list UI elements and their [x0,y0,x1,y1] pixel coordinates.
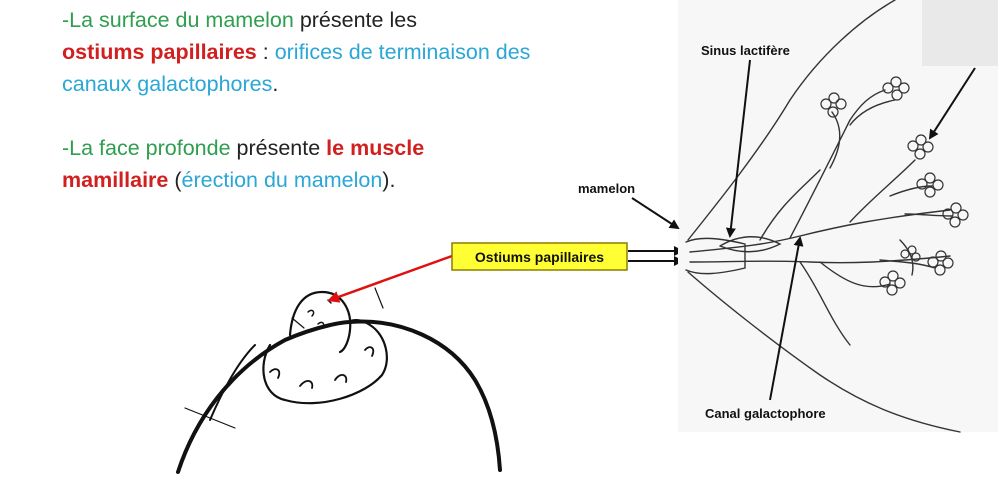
lobule-8 [900,245,921,262]
branch-3 [849,99,896,126]
nipple-shape [685,237,746,275]
lobule-6 [927,250,954,276]
ostiums-definition: orifices de terminaison des canaux galac… [62,40,531,96]
branch-9 [799,261,851,346]
tick-2 [374,287,384,309]
branch-6 [904,213,953,217]
areola-mark-4 [364,346,375,357]
muscle-definition: érection du mamelon [181,168,383,192]
sinus-dilation [719,236,782,253]
callout-red-arrow [327,254,453,303]
lobule-5 [942,202,969,228]
canal-arrow [769,236,804,401]
anatomy-figure [685,0,969,433]
nipple-mark-2 [317,321,325,329]
lobule-1 [882,76,910,101]
branch-7 [819,261,891,288]
tick-1 [291,317,305,329]
nipple-mark-1 [307,309,315,317]
skin-lower [687,271,961,433]
surface-mid: présente les [293,8,417,32]
lobule-3 [907,134,934,160]
areola-mark-2 [299,380,314,389]
branch-1 [789,89,886,239]
surface-end: . [272,72,279,96]
breast-outline [176,319,502,474]
branch-10 [759,169,821,241]
areola-mark-3 [334,374,348,383]
breast-sketch [176,287,502,474]
lobule-arrow [928,67,976,140]
profonde-open: ( [168,168,182,192]
text-block: -La surface du mamelon présente les osti… [62,4,532,196]
nipple-outline [288,290,352,354]
branch-4 [849,159,916,223]
lobule-4 [916,172,944,198]
muscle-term: le muscle mamillaire [62,136,425,192]
surface-prefix: -La surface du mamelon [62,8,294,32]
ostiums-term: ostiums papillaires [62,40,257,64]
duct-main-lower [689,255,951,264]
label-canal-galactophore: Canal galactophore [705,406,826,421]
branch-11 [899,239,914,276]
surface-colon: : [256,40,275,64]
callout-label: Ostiums papillaires [475,249,604,265]
areola-outline [262,319,388,405]
tick-3 [184,407,236,429]
paragraph-surface: -La surface du mamelon présente les osti… [62,4,532,100]
label-mamelon: mamelon [578,181,635,196]
corner-patch [922,0,998,66]
callout-box [451,242,628,271]
profonde-prefix: -La face profonde [62,136,231,160]
mamelon-arrow [631,197,680,230]
ostiums-callout: Ostiums papillaires [451,242,628,271]
breast-inner-line [209,344,256,421]
branch-5 [889,185,933,197]
profonde-close: ). [382,168,396,192]
skin-upper [687,0,896,241]
areola-mark-1 [269,368,281,379]
profonde-mid: présente [230,136,327,160]
sinus-arrow [725,59,751,238]
label-sinus-lactifere: Sinus lactifère [701,43,790,58]
lobule-2 [820,92,847,118]
paragraph-profonde: -La face profonde présente le muscle mam… [62,132,532,196]
lobule-7 [879,270,906,296]
